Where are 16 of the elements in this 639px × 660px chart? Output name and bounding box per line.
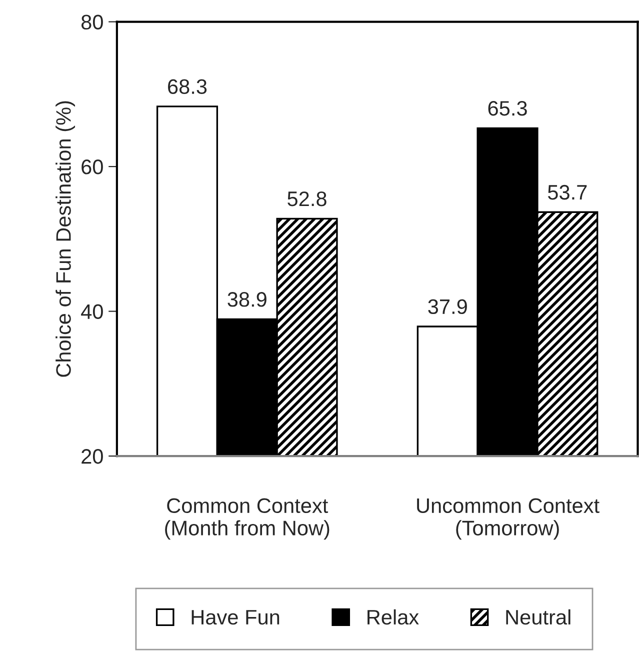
- data-label: 53.7: [548, 184, 587, 200]
- data-label: 37.9: [428, 299, 467, 314]
- y-tick-label: 60: [82, 160, 103, 174]
- x-tick-label: Uncommon Context (Tomorrow): [417, 498, 600, 540]
- x-tick-label: Common Context (Month from Now): [165, 498, 330, 540]
- y-tick-label: 40: [81, 304, 103, 320]
- y-axis-title: Choice of Fun Destination (%): [56, 101, 76, 377]
- y-tick-label: 20: [82, 449, 103, 464]
- legend-label: Neutral: [506, 609, 570, 625]
- legend-label: Have Fun: [192, 610, 280, 625]
- y-tick-label: 80: [81, 14, 103, 30]
- data-label: 38.9: [228, 292, 266, 307]
- data-label: 52.8: [288, 191, 326, 206]
- data-label: 68.3: [168, 79, 207, 94]
- legend-label: Relax: [368, 609, 419, 625]
- data-label: 65.3: [488, 100, 527, 116]
